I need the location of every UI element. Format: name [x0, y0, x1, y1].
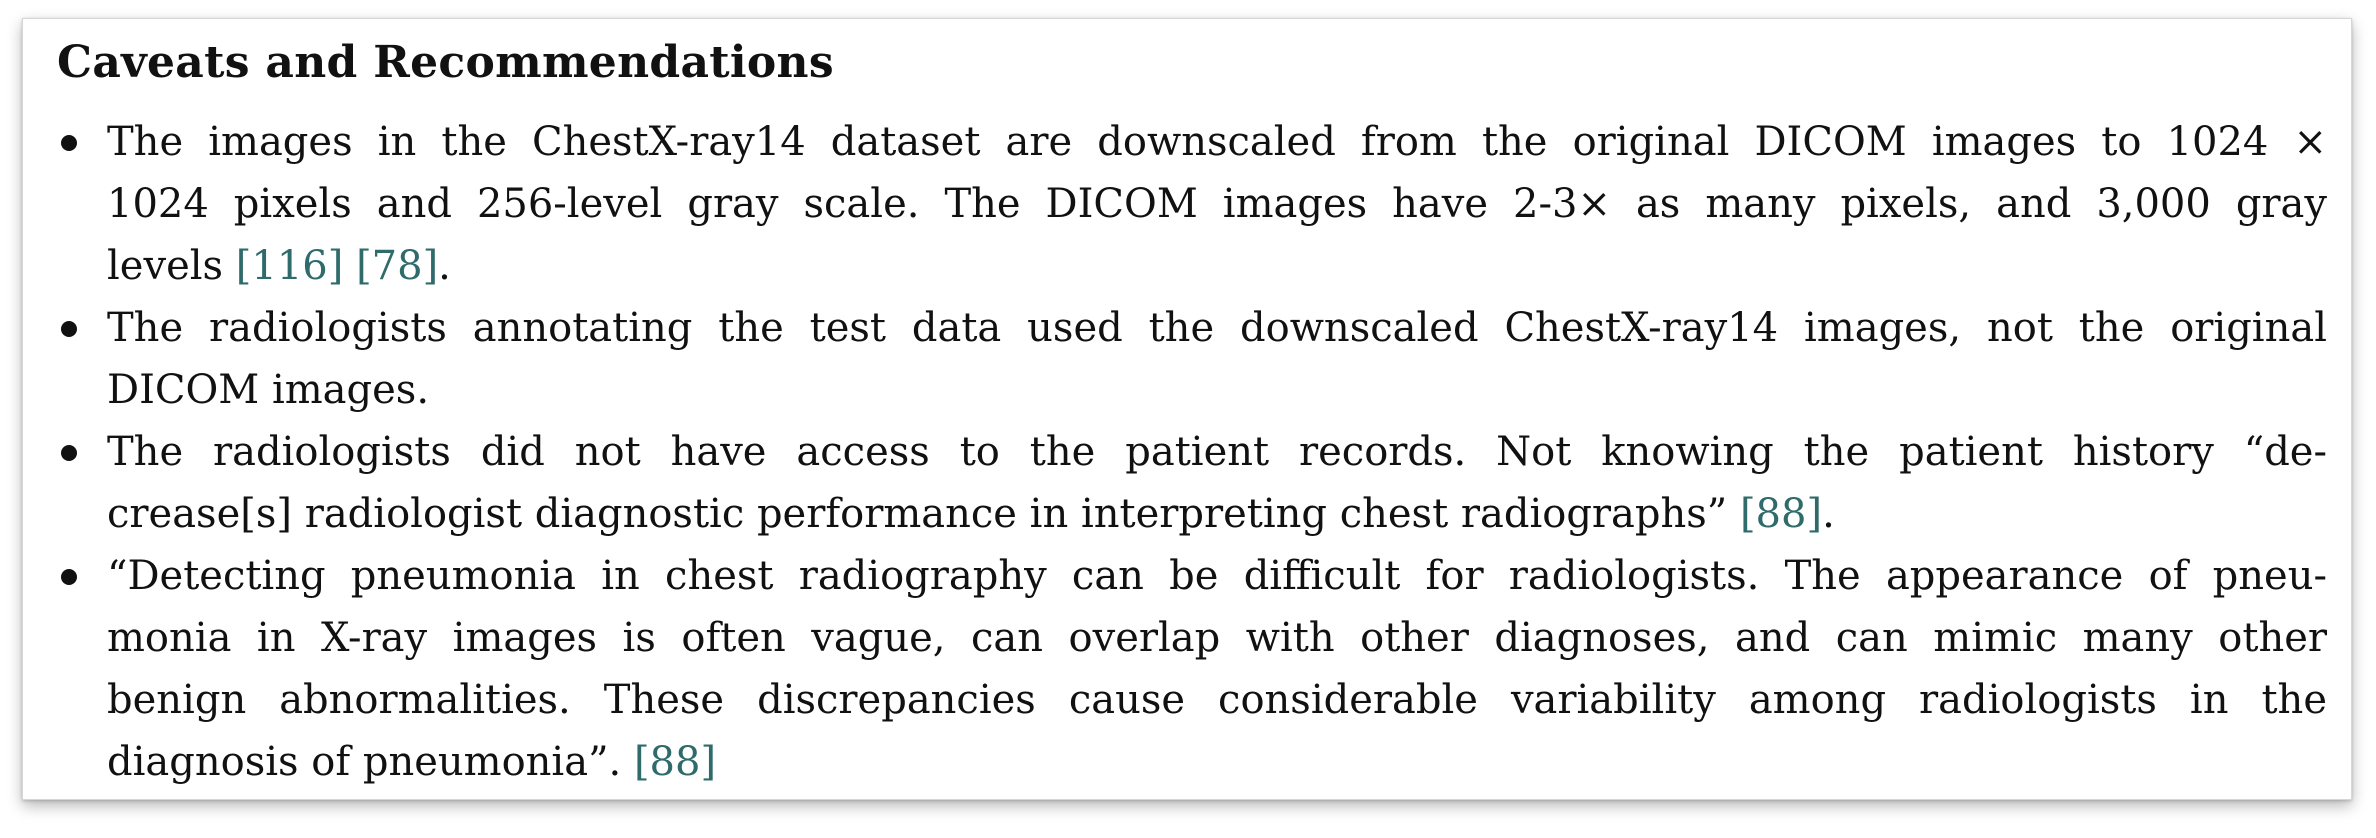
citation-link[interactable]: [78]: [356, 243, 439, 289]
caveats-section: Caveats and Recommendations The images i…: [22, 18, 2352, 800]
citation-link[interactable]: [116]: [235, 243, 344, 289]
bullet-icon: [61, 135, 77, 151]
text-line: The radiologists annotating the test dat…: [107, 305, 2327, 351]
citation-link[interactable]: [88]: [633, 739, 717, 785]
citation-link[interactable]: [88]: [1739, 491, 1823, 537]
text-fragment: diagnosis of pneumonia”.: [107, 739, 634, 785]
text-fragment: .: [1822, 491, 1835, 537]
text-fragment: .: [438, 243, 451, 289]
text-line: benign abnormalities. These discrepancie…: [107, 677, 2327, 723]
text-line: crease[s] radiologist diagnostic perform…: [107, 483, 2327, 545]
list-item: “Detecting pneumonia in chest radiograph…: [57, 545, 2327, 793]
text-line: 1024 pixels and 256-level gray scale. Th…: [107, 181, 2327, 227]
caveats-list: The images in the ChestX-ray14 dataset a…: [57, 111, 2327, 793]
text-fragment: levels: [107, 243, 236, 289]
text-line: “Detecting pneumonia in chest radiograph…: [107, 553, 2327, 599]
bullet-icon: [61, 321, 77, 337]
text-line: The images in the ChestX-ray14 dataset a…: [107, 119, 2327, 165]
text-line: DICOM images.: [107, 367, 430, 413]
text-fragment: crease[s] radiologist diagnostic perform…: [107, 491, 1740, 537]
list-item: The images in the ChestX-ray14 dataset a…: [57, 111, 2327, 297]
text-line: levels [116] [78].: [107, 235, 2327, 297]
text-line: diagnosis of pneumonia”. [88]: [107, 731, 2327, 793]
bullet-icon: [61, 569, 77, 585]
list-item: The radiologists annotating the test dat…: [57, 297, 2327, 421]
list-item: The radiologists did not have access to …: [57, 421, 2327, 545]
text-line: The radiologists did not have access to …: [107, 429, 2327, 475]
bullet-icon: [61, 445, 77, 461]
text-line: monia in X-ray images is often vague, ca…: [107, 615, 2327, 661]
section-heading: Caveats and Recommendations: [57, 37, 834, 88]
